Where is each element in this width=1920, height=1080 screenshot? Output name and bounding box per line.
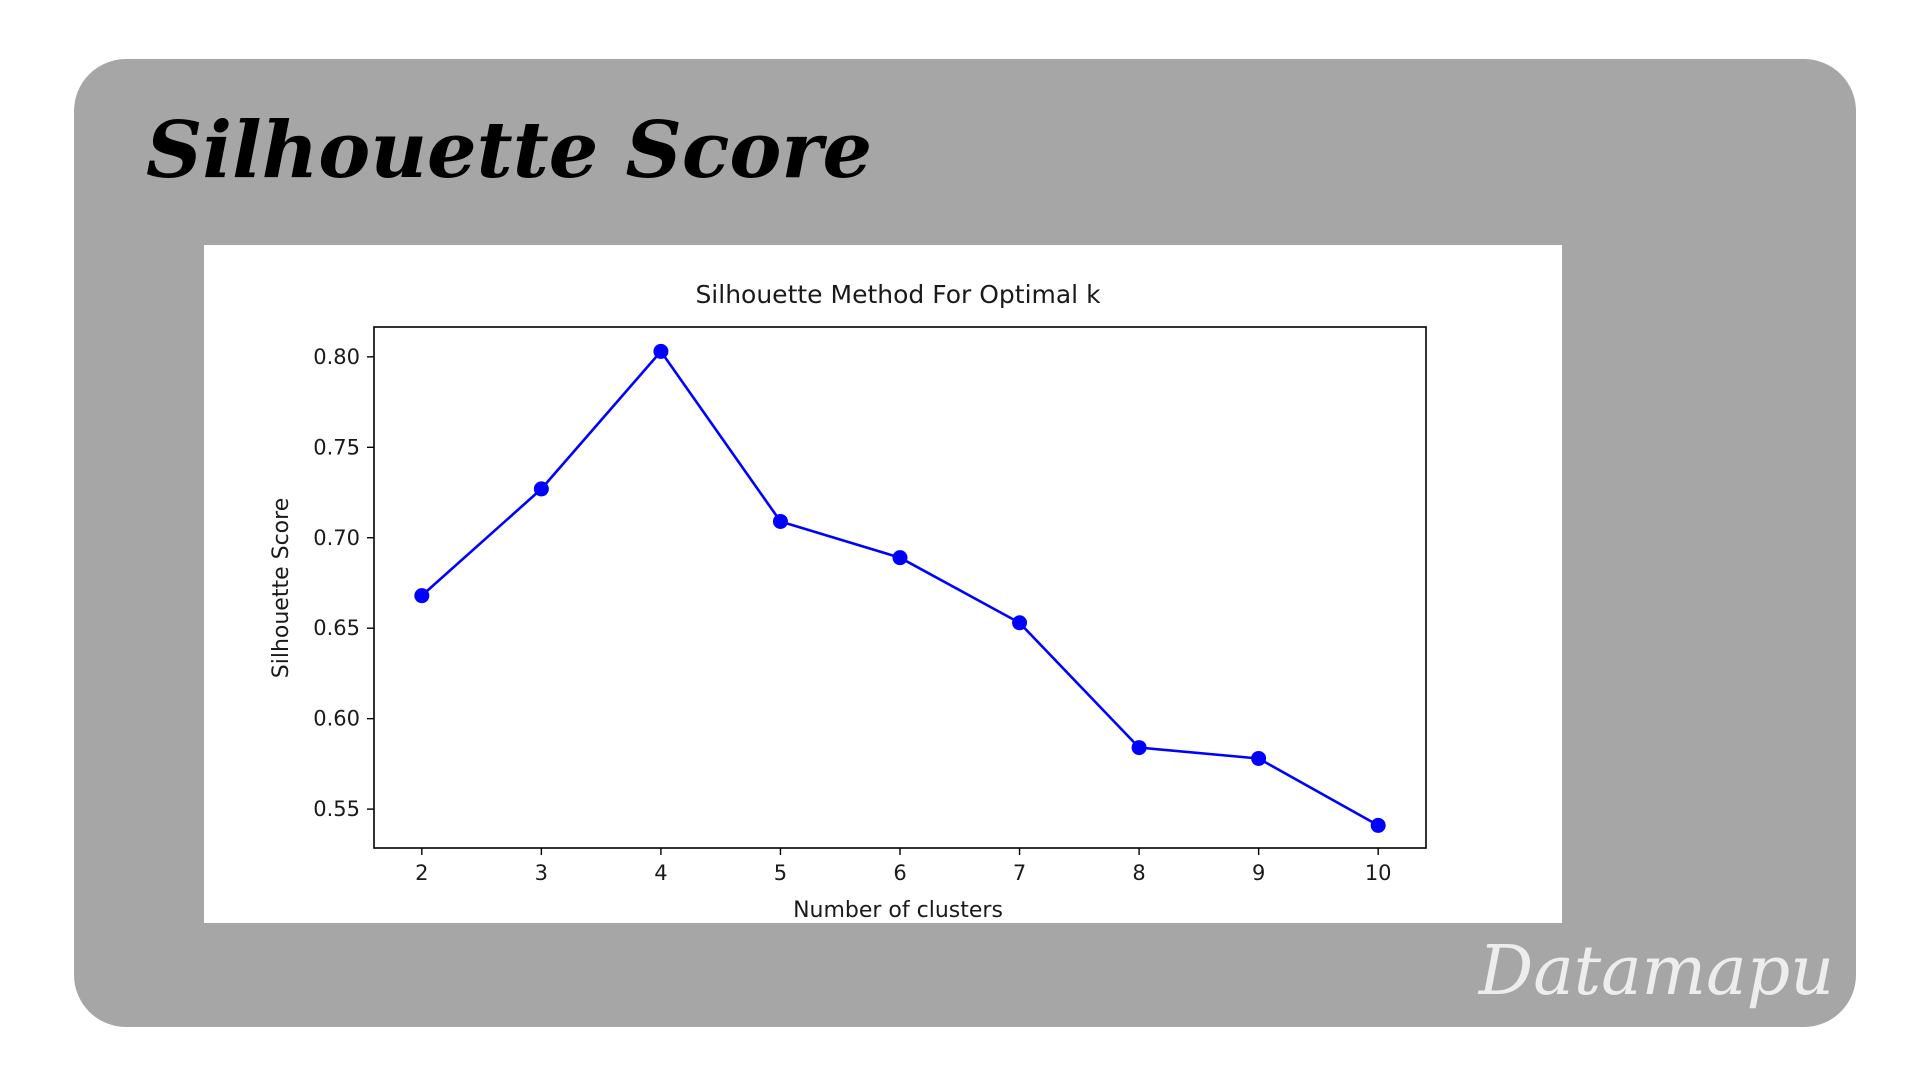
x-tick-label: 6 bbox=[893, 861, 906, 885]
x-tick-label: 9 bbox=[1252, 861, 1265, 885]
x-tick-label: 2 bbox=[415, 861, 428, 885]
y-tick-label: 0.70 bbox=[313, 526, 360, 550]
y-tick-label: 0.75 bbox=[313, 435, 360, 459]
data-point bbox=[1131, 740, 1147, 756]
data-point bbox=[653, 343, 669, 359]
silhouette-chart: Silhouette Method For Optimal k Number o… bbox=[269, 280, 1427, 923]
series-layer bbox=[414, 343, 1386, 833]
x-tick-label: 3 bbox=[535, 861, 548, 885]
data-point bbox=[772, 513, 788, 529]
y-tick-label: 0.60 bbox=[313, 707, 360, 731]
x-tick-label: 4 bbox=[654, 861, 667, 885]
y-tick-label: 0.80 bbox=[313, 345, 360, 369]
brand-watermark: Datamapu bbox=[1478, 932, 1834, 1011]
x-axis-label: Number of clusters bbox=[793, 898, 1003, 923]
x-tick-label: 5 bbox=[774, 861, 787, 885]
page-title: Silhouette Score bbox=[146, 105, 873, 196]
data-point bbox=[533, 481, 549, 497]
plot-area-frame bbox=[373, 326, 1427, 849]
series-line bbox=[420, 350, 1379, 827]
y-axis-ticks: 0.55 0.60 0.65 0.70 0.75 0.80 bbox=[313, 345, 374, 821]
data-point bbox=[1251, 750, 1267, 766]
data-point bbox=[414, 588, 430, 604]
y-axis-label: Silhouette Score bbox=[269, 498, 294, 678]
data-point bbox=[1012, 615, 1028, 631]
x-tick-label: 8 bbox=[1132, 861, 1145, 885]
data-point bbox=[892, 550, 908, 566]
x-tick-label: 7 bbox=[1013, 861, 1026, 885]
y-tick-label: 0.55 bbox=[313, 797, 360, 821]
chart-title: Silhouette Method For Optimal k bbox=[695, 280, 1101, 309]
y-tick-label: 0.65 bbox=[313, 616, 360, 640]
x-axis-ticks: 2 3 4 5 6 7 8 9 10 bbox=[415, 848, 1392, 885]
x-tick-label: 10 bbox=[1365, 861, 1392, 885]
chart-panel: Silhouette Method For Optimal k Number o… bbox=[204, 245, 1562, 923]
data-point bbox=[1370, 817, 1386, 833]
